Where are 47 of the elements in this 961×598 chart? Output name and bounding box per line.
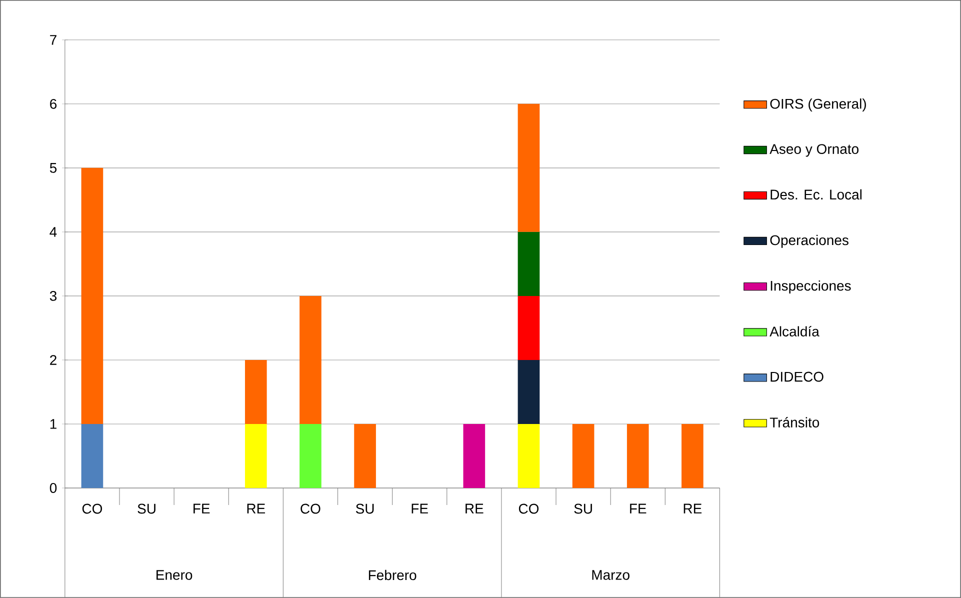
y-tick-label: 6 bbox=[50, 99, 57, 109]
x-tick-label: FE bbox=[630, 504, 646, 514]
bar bbox=[300, 296, 322, 424]
bar bbox=[81, 168, 104, 424]
legend-label: Alcaldía bbox=[770, 326, 820, 337]
legend-label: OIRS (General) bbox=[770, 98, 866, 112]
y-tick-label: 1 bbox=[50, 419, 56, 429]
legend-label: DIDECO bbox=[770, 372, 824, 382]
x-tick-label: CO bbox=[518, 504, 539, 514]
bar bbox=[626, 424, 649, 488]
text: Marzo bbox=[592, 570, 630, 580]
bar bbox=[81, 424, 104, 488]
x-tick-label: SU bbox=[574, 504, 592, 514]
x-tick-label: RE bbox=[684, 504, 702, 514]
x-tick-label: FE bbox=[194, 504, 210, 514]
bar bbox=[518, 360, 540, 424]
x-tick-label: RE bbox=[247, 504, 266, 514]
bar bbox=[518, 104, 540, 232]
x-tick-label: CO bbox=[82, 504, 102, 514]
y-tick-label: 0 bbox=[50, 483, 57, 493]
legend-label: Operaciones bbox=[770, 234, 848, 248]
bar bbox=[354, 424, 376, 488]
text: Febrero bbox=[368, 570, 416, 580]
bar bbox=[244, 424, 267, 488]
x-tick-label: SU bbox=[356, 504, 374, 514]
y-tick-label: 4 bbox=[50, 227, 57, 237]
legend-label: Des. Ec. Local bbox=[770, 189, 862, 200]
bar bbox=[244, 360, 267, 424]
text: Enero bbox=[156, 570, 192, 580]
legend-label: Inspecciones bbox=[770, 280, 851, 294]
y-tick-label: 5 bbox=[50, 163, 57, 173]
y-tick-label: 3 bbox=[50, 291, 57, 301]
bar bbox=[518, 296, 540, 360]
bar bbox=[463, 424, 486, 488]
bar bbox=[518, 424, 540, 488]
y-tick-label: 2 bbox=[50, 355, 56, 365]
legend-label: Tránsito bbox=[770, 417, 820, 428]
bar bbox=[518, 232, 540, 296]
x-tick-label: RE bbox=[466, 504, 484, 514]
x-tick-label: FE bbox=[412, 504, 428, 514]
x-tick-label: CO bbox=[300, 504, 320, 514]
y-tick-label: 7 bbox=[50, 35, 56, 45]
bar bbox=[572, 424, 594, 488]
bar bbox=[300, 424, 322, 488]
x-tick-label: SU bbox=[138, 504, 156, 514]
bar bbox=[682, 424, 704, 488]
legend-label: Aseo y Ornato bbox=[770, 144, 858, 157]
